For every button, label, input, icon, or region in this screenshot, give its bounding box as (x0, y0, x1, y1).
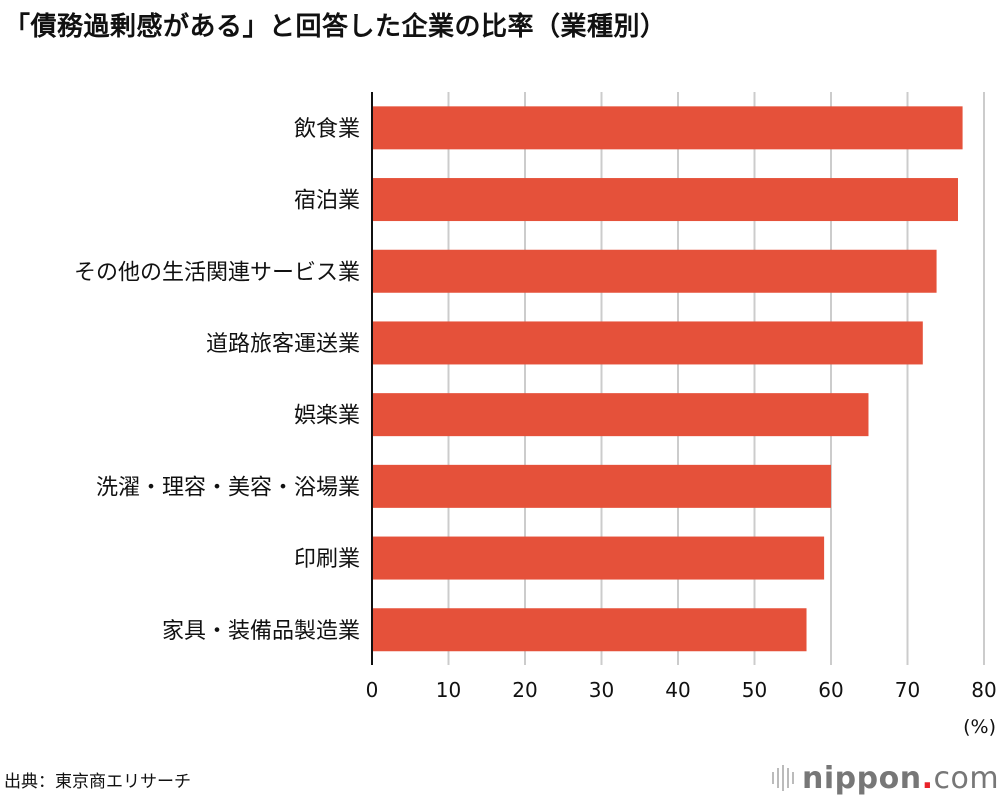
logo-name: nippon (802, 760, 922, 796)
logo-sound-icon (772, 765, 794, 791)
chart-title: 「債務過剰感がある」と回答した企業の比率（業種別） (4, 12, 667, 42)
category-label: 娯楽業 (294, 404, 360, 429)
category-label: 道路旅客運送業 (206, 332, 360, 357)
nippon-logo: nippon.com (772, 760, 999, 796)
bar (372, 393, 869, 437)
logo-tld: com (933, 760, 1000, 796)
category-label: 洗濯・理容・美容・浴場業 (96, 475, 360, 500)
logo-dot: . (921, 760, 934, 796)
bar (372, 178, 958, 222)
x-tick-label: 40 (665, 678, 690, 702)
x-tick-label: 20 (512, 678, 537, 702)
bar (372, 536, 825, 580)
x-tick-label: 30 (589, 678, 614, 702)
x-tick-label: 60 (818, 678, 843, 702)
category-label: 飲食業 (294, 117, 360, 142)
bar (372, 249, 937, 293)
bar (372, 464, 831, 508)
x-tick-label: 50 (742, 678, 767, 702)
source-note: 出典：東京商エリサーチ (4, 772, 191, 792)
category-label: 宿泊業 (294, 189, 360, 214)
x-tick-label: 0 (366, 678, 379, 702)
bar (372, 321, 923, 365)
bar (372, 608, 807, 652)
x-tick-label: 70 (895, 678, 920, 702)
bar-chart: 0 10 20 30 40 50 60 70 80 飲食業宿泊業その他の生活関連サービス業道路旅客… (74, 92, 997, 738)
x-tick-label: 80 (971, 678, 996, 702)
bar (372, 106, 963, 150)
category-label: 家具・装備品製造業 (162, 619, 360, 644)
x-axis-label: (%) (963, 716, 996, 738)
category-label: 印刷業 (294, 547, 360, 572)
x-tick-label: 10 (436, 678, 461, 702)
category-label: その他の生活関連サービス業 (74, 260, 360, 285)
